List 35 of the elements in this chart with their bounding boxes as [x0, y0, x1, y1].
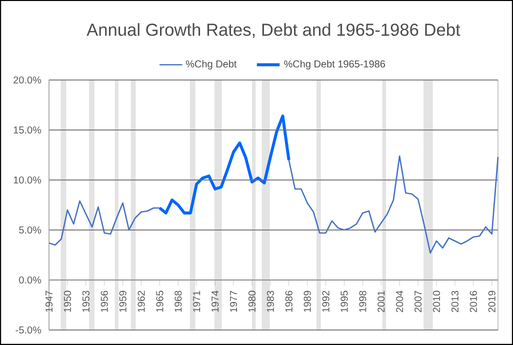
- x-tick-label: 1959: [119, 290, 126, 312]
- x-tick-label: 1992: [322, 290, 330, 312]
- y-tick-label: 15.0%: [14, 126, 42, 134]
- x-tick-label: 1995: [340, 290, 348, 312]
- line-series: [158, 114, 290, 214]
- x-tick-label: 2004: [396, 290, 404, 312]
- x-tick-label: 1971: [193, 290, 200, 312]
- x-tick-label: 2007: [414, 290, 422, 312]
- y-tick-label: 10.0%: [14, 176, 42, 184]
- y-tick-label: -5.0%: [16, 326, 42, 334]
- x-tick-label: 2001: [378, 290, 385, 312]
- y-tick-label: 20.0%: [14, 76, 42, 84]
- x-tick-label: 1998: [359, 290, 366, 312]
- x-tick-label: 1965: [156, 290, 164, 312]
- x-tick-label: 1953: [82, 290, 90, 312]
- x-tick-label: 1983: [266, 290, 274, 312]
- x-tick-label: 1947: [45, 290, 53, 312]
- x-tick-label: 1962: [138, 290, 145, 312]
- x-tick-label: 1977: [230, 290, 238, 312]
- x-tick-label: 1980: [248, 290, 256, 312]
- x-tick-label: 2019: [488, 290, 496, 312]
- x-tick-label: 2016: [470, 290, 477, 312]
- x-tick-label: 1956: [100, 290, 108, 312]
- y-tick-label: 0.0%: [19, 276, 42, 284]
- x-tick-label: 1974: [212, 290, 219, 312]
- x-tick-label: 1950: [64, 290, 72, 312]
- y-tick-label: 5.0%: [19, 226, 42, 234]
- chart-title: Annual Growth Rates, Debt and 1965-1986 Debt: [86, 23, 460, 38]
- x-tick-label: 2010: [432, 290, 440, 312]
- legend-label: %Chg Debt 1965-1986: [284, 60, 386, 70]
- x-tick-label: 1986: [285, 290, 292, 312]
- x-tick-label: 1989: [304, 290, 311, 312]
- x-tick-label: 1968: [174, 290, 182, 312]
- x-tick-label: 2013: [451, 290, 458, 312]
- legend-label: %Chg Debt: [186, 60, 237, 70]
